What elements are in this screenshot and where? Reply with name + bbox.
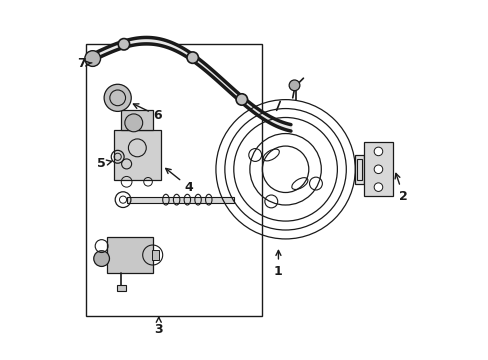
Text: 3: 3 — [154, 317, 163, 336]
Bar — [151, 249, 159, 260]
Circle shape — [84, 51, 101, 66]
Bar — [126, 197, 233, 203]
Bar — [356, 158, 362, 180]
Bar — [354, 155, 364, 184]
Circle shape — [373, 183, 382, 192]
Circle shape — [236, 94, 247, 105]
Circle shape — [186, 52, 198, 63]
Bar — [107, 237, 153, 273]
Circle shape — [373, 147, 382, 156]
Circle shape — [104, 84, 131, 111]
Bar — [364, 143, 392, 196]
Text: 7: 7 — [78, 57, 92, 71]
Text: 6: 6 — [133, 104, 162, 122]
Bar — [85, 44, 262, 316]
Text: 1: 1 — [273, 251, 282, 278]
Bar — [114, 130, 160, 180]
Circle shape — [94, 251, 109, 266]
Text: 2: 2 — [394, 174, 407, 203]
Circle shape — [373, 165, 382, 174]
Circle shape — [124, 114, 142, 132]
Bar — [117, 285, 125, 291]
Text: 5: 5 — [96, 157, 112, 170]
Text: 4: 4 — [165, 168, 193, 194]
Bar — [121, 111, 153, 130]
Circle shape — [288, 80, 299, 91]
Circle shape — [118, 39, 129, 50]
